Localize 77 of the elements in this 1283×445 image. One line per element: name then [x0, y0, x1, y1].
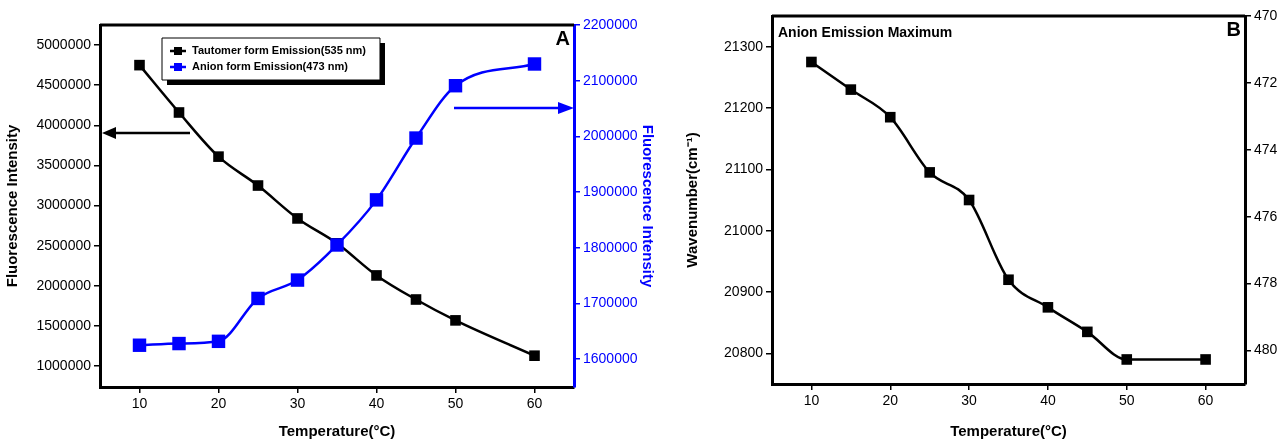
point — [529, 350, 540, 361]
y2-tick-label: 2200000 — [583, 15, 638, 32]
y2-tick-label: 474 — [1254, 140, 1278, 157]
point — [173, 107, 185, 118]
y2-tick-label: 470 — [1254, 6, 1278, 23]
point — [527, 57, 542, 71]
y-tick-label: 2000000 — [36, 276, 92, 293]
y2-tick-label: 2100000 — [583, 71, 638, 88]
x-tick-label: 60 — [1197, 392, 1214, 409]
y-tick-label: 4000000 — [36, 116, 92, 133]
legend-label: Tautomer form Emission(535 nm) — [192, 44, 367, 57]
x-tick-label: 20 — [210, 395, 227, 412]
y-tick-label: 4500000 — [36, 76, 92, 93]
point — [371, 270, 382, 281]
point — [134, 59, 145, 71]
point — [252, 180, 264, 191]
point — [884, 111, 896, 123]
point — [845, 84, 857, 95]
y-tick-label: 2500000 — [36, 236, 92, 253]
point — [251, 291, 265, 306]
y2-tick-label: 1600000 — [583, 350, 638, 367]
y-axis-title: Fluorescence Intensity — [3, 124, 21, 288]
x-axis-title: Temperature(°C) — [950, 422, 1067, 440]
x-tick-label: 50 — [1118, 392, 1135, 409]
point — [924, 167, 935, 178]
y-tick-label: 1500000 — [36, 316, 92, 333]
x-tick-label: 40 — [1040, 392, 1056, 409]
y2-tick-label: 1800000 — [583, 238, 638, 255]
point — [448, 78, 463, 93]
y2-tick-label: 472 — [1254, 73, 1278, 90]
x-tick-label: 40 — [368, 395, 385, 412]
y2-tick-label: 1700000 — [583, 294, 638, 311]
point — [369, 193, 384, 207]
y-tick-label: 21000 — [724, 221, 764, 238]
y-tick-label: 5000000 — [36, 35, 92, 52]
x-tick-label: 10 — [803, 392, 820, 409]
point — [806, 56, 817, 68]
x-tick-label: 50 — [447, 395, 464, 412]
x-axis-title: Temperature(°C) — [278, 422, 396, 440]
y2-tick-label: 478 — [1254, 274, 1278, 291]
y2-tick-label: 476 — [1254, 207, 1278, 224]
point — [292, 213, 303, 224]
point — [290, 273, 305, 287]
y-tick-label: 21300 — [724, 37, 764, 54]
y-tick-label: 20900 — [724, 282, 764, 299]
legend-label: Anion form Emission(473 nm) — [192, 60, 349, 73]
point — [213, 151, 224, 162]
x-tick-label: 60 — [526, 395, 543, 412]
y2-tick-label: 480 — [1254, 341, 1278, 358]
y-tick-label: 20800 — [724, 344, 764, 361]
point — [1121, 354, 1133, 365]
point — [450, 315, 461, 326]
y-tick-label: 3500000 — [36, 156, 92, 173]
annotation: A — [555, 26, 570, 49]
point — [1082, 326, 1093, 338]
y2-axis-title: Fluorescence Intensity — [639, 124, 657, 288]
point — [172, 336, 186, 351]
y-tick-label: 21100 — [725, 160, 764, 177]
point — [410, 294, 422, 305]
y-tick-label: 21200 — [724, 98, 764, 115]
point — [1003, 274, 1014, 286]
point — [132, 338, 147, 352]
y-tick-label: 3000000 — [36, 196, 92, 213]
x-tick-label: 30 — [961, 392, 978, 409]
y2-tick-label: 2000000 — [583, 127, 638, 144]
x-tick-label: 30 — [289, 395, 306, 412]
x-tick-label: 10 — [131, 395, 148, 412]
y-axis-title: Wavenumber(cm⁻¹) — [683, 132, 701, 268]
x-tick-label: 20 — [882, 392, 899, 409]
y2-tick-label: 1900000 — [583, 182, 638, 199]
point — [211, 334, 226, 349]
point — [409, 131, 423, 145]
annotation: B — [1226, 17, 1241, 40]
y-tick-label: 1000000 — [36, 356, 92, 373]
point — [1042, 302, 1054, 313]
point — [1200, 354, 1211, 365]
text: Anion Emission Maximum — [778, 23, 953, 40]
